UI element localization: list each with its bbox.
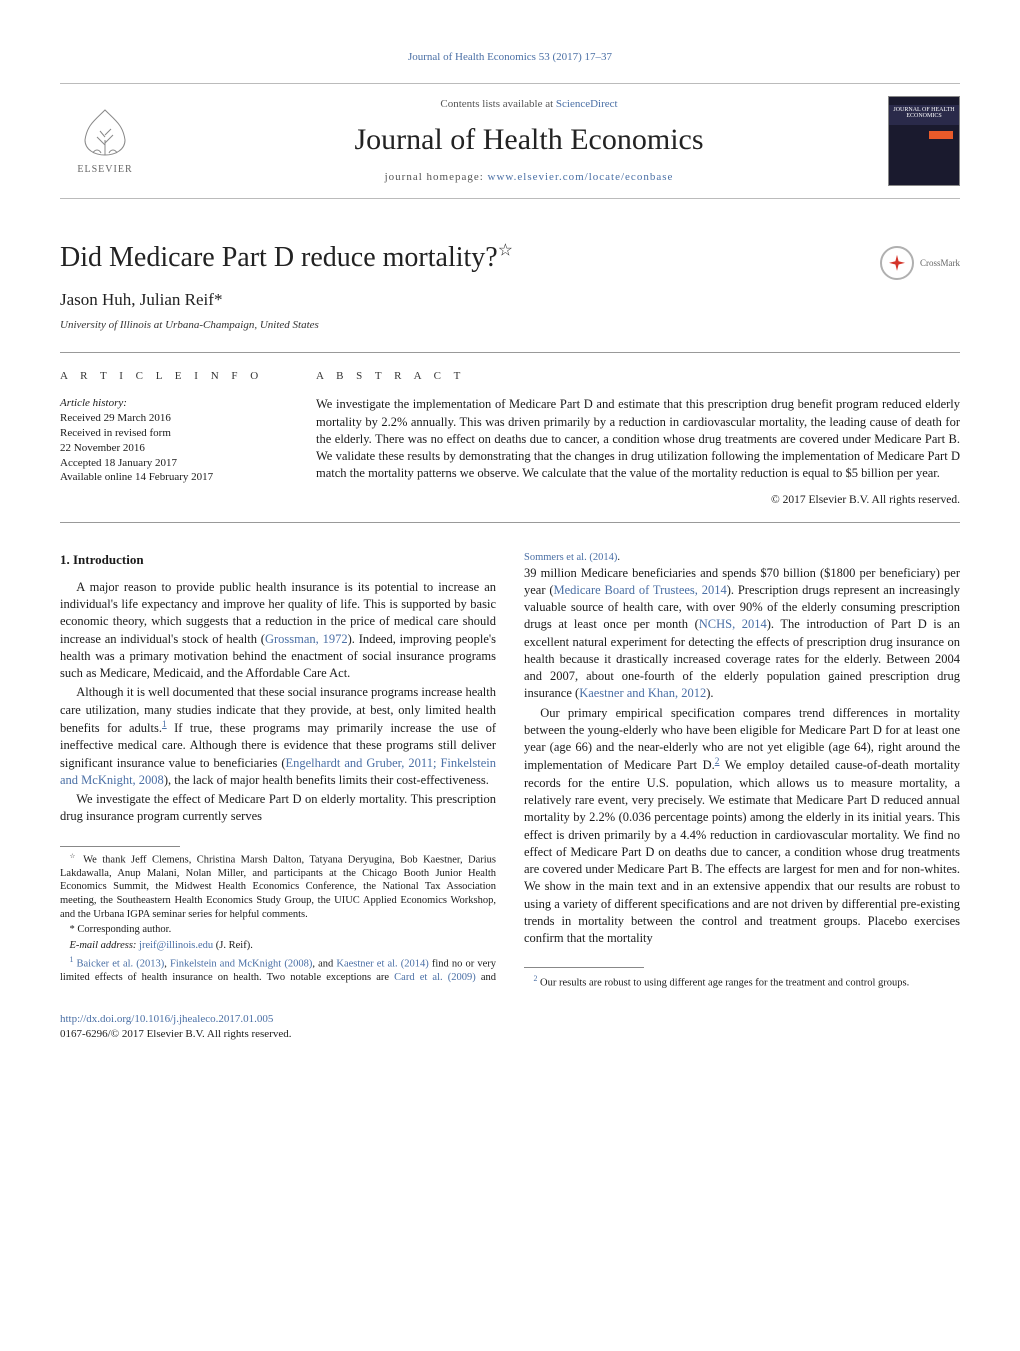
contents-prefix: Contents lists available at (440, 98, 555, 110)
article-title-text: Did Medicare Part D reduce mortality? (60, 242, 498, 273)
footnote-number: 1 (69, 955, 73, 964)
page-footer: http://dx.doi.org/10.1016/j.jhealeco.201… (60, 1012, 960, 1042)
info-abstract-row: A R T I C L E I N F O Article history: R… (60, 369, 960, 508)
text-run: ), the lack of major health benefits lim… (164, 773, 489, 787)
email-label: E-mail address: (69, 940, 136, 951)
abstract-heading: A B S T R A C T (316, 369, 960, 384)
elsevier-logo: ELSEVIER (60, 96, 150, 186)
footnote-email: E-mail address: jreif@illinois.edu (J. R… (60, 939, 496, 953)
body-paragraph: A major reason to provide public health … (60, 579, 496, 683)
article-info-heading: A R T I C L E I N F O (60, 369, 280, 384)
abstract: A B S T R A C T We investigate the imple… (316, 369, 960, 508)
elsevier-tree-icon (75, 105, 135, 160)
article-title: Did Medicare Part D reduce mortality?☆ (60, 239, 960, 277)
title-block: CrossMark Did Medicare Part D reduce mor… (60, 239, 960, 333)
citation-link[interactable]: Baicker et al. (2013) (77, 958, 165, 969)
homepage-prefix: journal homepage: (385, 171, 488, 183)
contents-available: Contents lists available at ScienceDirec… (170, 97, 888, 112)
abstract-text: We investigate the implementation of Med… (316, 396, 960, 482)
journal-name: Journal of Health Economics (170, 120, 888, 161)
footnote-corresponding: * Corresponding author. (60, 923, 496, 937)
online-date: Available online 14 February 2017 (60, 470, 280, 485)
crossmark-icon (880, 246, 914, 280)
body-paragraph: Our primary empirical specification comp… (524, 705, 960, 948)
text-run: and (476, 972, 496, 983)
footnote-rule (524, 967, 644, 968)
publisher-name: ELSEVIER (77, 163, 132, 177)
text-run: We employ detailed cause-of-death mortal… (524, 759, 960, 946)
article-info: A R T I C L E I N F O Article history: R… (60, 369, 280, 508)
authors: Jason Huh, Julian Reif* (60, 289, 960, 312)
footnote-text: Corresponding author. (77, 924, 171, 935)
crossmark-badge[interactable]: CrossMark (880, 243, 960, 283)
citation-link[interactable]: Finkelstein and McKnight (2008) (170, 958, 312, 969)
citation-link[interactable]: Sommers et al. (2014) (524, 552, 617, 563)
affiliation: University of Illinois at Urbana-Champai… (60, 318, 960, 333)
divider (60, 522, 960, 523)
homepage-link[interactable]: www.elsevier.com/locate/econbase (488, 171, 674, 183)
accepted-date: Accepted 18 January 2017 (60, 456, 280, 471)
author-names: Jason Huh, Julian Reif (60, 290, 214, 309)
body-paragraph: Although it is well documented that thes… (60, 684, 496, 789)
citation-link[interactable]: Kaestner et al. (2014) (336, 958, 428, 969)
revised-label: Received in revised form (60, 426, 280, 441)
history-label: Article history: (60, 396, 280, 411)
journal-cover-thumbnail: JOURNAL OF HEALTH ECONOMICS (888, 96, 960, 186)
masthead-center: Contents lists available at ScienceDirec… (170, 97, 888, 185)
footnote-rule (60, 846, 180, 847)
text-run: (J. Reif). (213, 940, 253, 951)
email-link[interactable]: jreif@illinois.edu (139, 940, 213, 951)
divider (60, 352, 960, 353)
citation-link[interactable]: Card et al. (2009) (394, 972, 476, 983)
footnote-symbol: * (69, 924, 74, 935)
doi-link[interactable]: http://dx.doi.org/10.1016/j.jhealeco.201… (60, 1013, 273, 1025)
citation-link[interactable]: NCHS, 2014 (699, 617, 767, 631)
body-paragraph: We investigate the effect of Medicare Pa… (60, 791, 496, 826)
issn-copyright: 0167-6296/© 2017 Elsevier B.V. All right… (60, 1027, 960, 1042)
text-run: , and (312, 958, 336, 969)
received-date: Received 29 March 2016 (60, 411, 280, 426)
footnote-text: Our results are robust to using differen… (540, 978, 909, 989)
citation-link[interactable]: Kaestner and Khan, 2012 (579, 686, 706, 700)
text-run: ). (706, 686, 713, 700)
crossmark-label: CrossMark (920, 257, 960, 269)
running-header: Journal of Health Economics 53 (2017) 17… (60, 50, 960, 65)
section-heading: 1. Introduction (60, 551, 496, 569)
body-paragraph: 39 million Medicare beneficiaries and sp… (524, 565, 960, 703)
footnote-symbol: ☆ (69, 853, 77, 860)
text-run: . (617, 552, 620, 563)
footnote-number: 2 (533, 974, 537, 983)
footnote-2: 2 Our results are robust to using differ… (524, 974, 960, 990)
masthead: ELSEVIER Contents lists available at Sci… (60, 83, 960, 199)
citation-link[interactable]: Grossman, 1972 (265, 632, 348, 646)
citation-link[interactable]: Medicare Board of Trustees, 2014 (554, 583, 727, 597)
sciencedirect-link[interactable]: ScienceDirect (556, 98, 618, 110)
title-footnote-marker: ☆ (498, 241, 513, 260)
journal-homepage: journal homepage: www.elsevier.com/locat… (170, 170, 888, 185)
body-columns: 1. Introduction A major reason to provid… (60, 551, 960, 990)
footnotes-right: 2 Our results are robust to using differ… (524, 974, 960, 990)
abstract-copyright: © 2017 Elsevier B.V. All rights reserved… (316, 493, 960, 509)
footnote-text: We thank Jeff Clemens, Christina Marsh D… (60, 854, 496, 920)
footnote-star: ☆ We thank Jeff Clemens, Christina Marsh… (60, 853, 496, 922)
revised-date: 22 November 2016 (60, 441, 280, 456)
corresponding-marker: * (214, 290, 223, 309)
cover-title: JOURNAL OF HEALTH ECONOMICS (893, 107, 955, 120)
